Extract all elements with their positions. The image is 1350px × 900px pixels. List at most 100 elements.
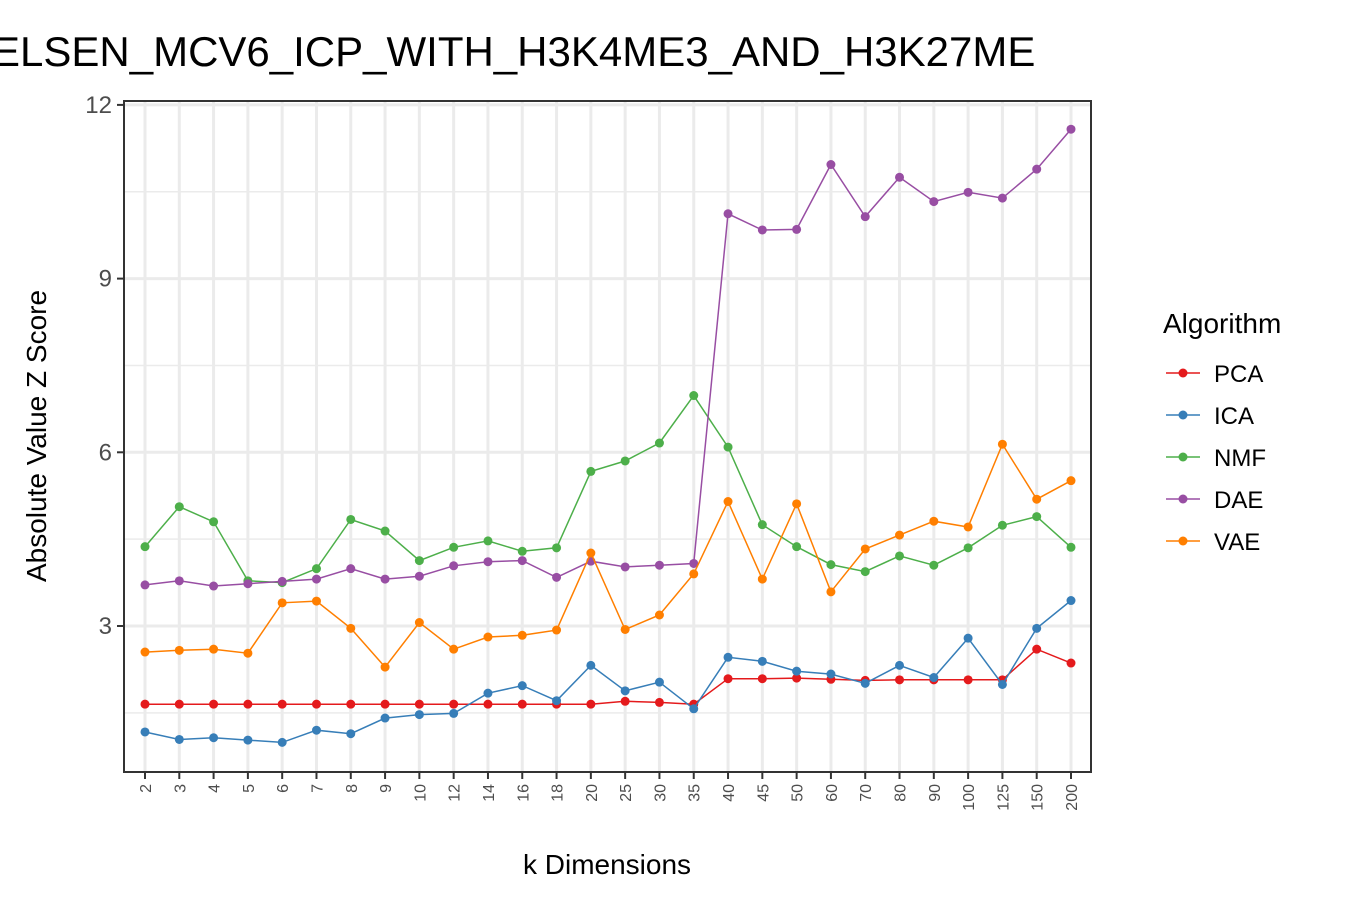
x-tick-label: 20 — [584, 784, 601, 802]
data-point-nmf — [311, 564, 321, 574]
data-point-pca — [483, 699, 493, 709]
data-point-nmf — [723, 442, 733, 452]
x-axis: 2 3 4 5 6 7 8 9 10 12 14 16 18 20 25 30 35 40 45 50 60 70 80 90… — [138, 772, 1081, 811]
legend-key-point — [1178, 410, 1188, 420]
data-point-vae — [1032, 494, 1042, 504]
data-point-pca — [277, 699, 287, 709]
x-tick-label: 100 — [961, 784, 978, 811]
x-tick-label: 12 — [447, 784, 464, 802]
data-point-nmf — [1066, 542, 1076, 552]
x-tick-label: 5 — [241, 784, 258, 793]
x-tick-label: 45 — [755, 784, 772, 802]
data-point-pca — [963, 675, 973, 685]
data-point-pca — [1032, 644, 1042, 654]
data-point-dae — [277, 576, 287, 586]
data-point-vae — [792, 499, 802, 509]
data-point-vae — [963, 522, 973, 532]
data-point-vae — [277, 598, 287, 608]
data-point-ica — [689, 704, 699, 714]
data-point-nmf — [997, 520, 1007, 530]
data-point-ica — [209, 733, 219, 743]
legend: Algorithm PCA ICA NMF DAE VAE — [1163, 308, 1281, 556]
data-point-nmf — [620, 456, 630, 466]
data-point-nmf — [517, 546, 527, 556]
data-point-dae — [689, 558, 699, 568]
data-point-pca — [209, 699, 219, 709]
data-point-nmf — [757, 520, 767, 530]
data-point-ica — [1032, 623, 1042, 633]
y-tick-label: 9 — [99, 266, 112, 293]
chart-title: ELSEN_MCV6_ICP_WITH_H3K4ME3_AND_H3K27ME — [0, 28, 1035, 75]
data-point-vae — [380, 662, 390, 672]
data-point-dae — [1032, 164, 1042, 174]
data-point-ica — [826, 669, 836, 679]
data-point-dae — [414, 571, 424, 581]
y-axis-title: Absolute Value Z Score — [21, 290, 52, 582]
data-point-vae — [620, 624, 630, 634]
data-point-pca — [414, 699, 424, 709]
data-point-vae — [997, 439, 1007, 449]
data-point-dae — [552, 572, 562, 582]
data-point-vae — [654, 610, 664, 620]
legend-item-dae: DAE — [1166, 487, 1263, 514]
data-point-pca — [517, 699, 527, 709]
legend-label: PCA — [1214, 361, 1263, 388]
data-point-vae — [209, 644, 219, 654]
data-point-nmf — [483, 536, 493, 546]
y-tick-label: 12 — [85, 92, 112, 119]
data-point-ica — [654, 677, 664, 687]
data-point-vae — [243, 648, 253, 658]
data-point-dae — [311, 574, 321, 584]
data-point-pca — [792, 673, 802, 683]
legend-label: DAE — [1214, 487, 1263, 514]
data-point-ica — [243, 735, 253, 745]
y-tick-label: 3 — [99, 613, 112, 640]
data-point-ica — [620, 686, 630, 696]
data-point-nmf — [586, 466, 596, 476]
data-point-nmf — [654, 438, 664, 448]
series-pca — [140, 644, 1076, 709]
data-point-ica — [552, 696, 562, 706]
data-point-ica — [757, 656, 767, 666]
data-point-ica — [277, 737, 287, 747]
x-tick-label: 200 — [1064, 784, 1081, 811]
data-point-pca — [380, 699, 390, 709]
data-point-dae — [997, 193, 1007, 203]
data-point-ica — [792, 666, 802, 676]
x-tick-label: 2 — [138, 784, 155, 793]
series-nmf — [140, 391, 1076, 588]
data-point-ica — [346, 729, 356, 739]
legend-item-pca: PCA — [1166, 361, 1263, 388]
data-point-dae — [620, 562, 630, 572]
data-point-nmf — [414, 556, 424, 566]
data-point-dae — [140, 580, 150, 590]
data-point-nmf — [860, 567, 870, 577]
data-point-nmf — [963, 543, 973, 553]
data-point-vae — [346, 623, 356, 633]
x-tick-label: 35 — [687, 784, 704, 802]
legend-key-point — [1178, 368, 1188, 378]
data-point-nmf — [209, 517, 219, 527]
data-point-vae — [311, 596, 321, 606]
data-point-ica — [483, 688, 493, 698]
legend-item-ica: ICA — [1166, 403, 1254, 430]
x-tick-label: 10 — [412, 784, 429, 802]
legend-label: NMF — [1214, 445, 1266, 472]
data-point-dae — [517, 556, 527, 566]
plot-area — [123, 100, 1092, 773]
data-point-dae — [1066, 124, 1076, 134]
legend-key-point — [1178, 452, 1188, 462]
data-point-pca — [174, 699, 184, 709]
series-vae — [140, 439, 1076, 672]
data-point-dae — [209, 581, 219, 591]
x-tick-label: 4 — [207, 784, 224, 793]
x-tick-label: 6 — [275, 784, 292, 793]
data-point-dae — [483, 557, 493, 567]
data-point-nmf — [552, 543, 562, 553]
data-point-nmf — [449, 542, 459, 552]
series-ica — [140, 596, 1076, 747]
data-point-ica — [1066, 596, 1076, 606]
data-point-pca — [723, 674, 733, 684]
plot-border — [123, 100, 1092, 773]
data-point-pca — [895, 675, 905, 685]
